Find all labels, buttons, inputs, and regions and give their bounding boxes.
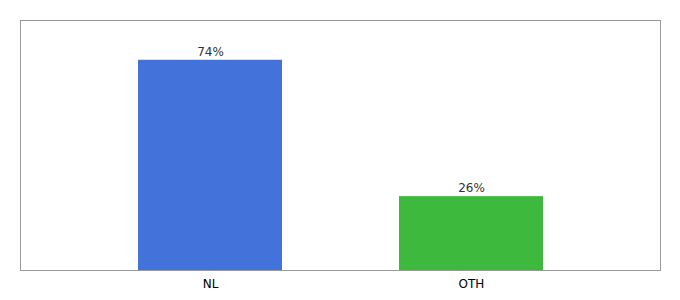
svg-text:26%: 26% — [458, 181, 485, 195]
svg-text:OTH: OTH — [459, 277, 485, 291]
svg-text:NL: NL — [203, 277, 219, 291]
svg-text:74%: 74% — [197, 45, 224, 59]
